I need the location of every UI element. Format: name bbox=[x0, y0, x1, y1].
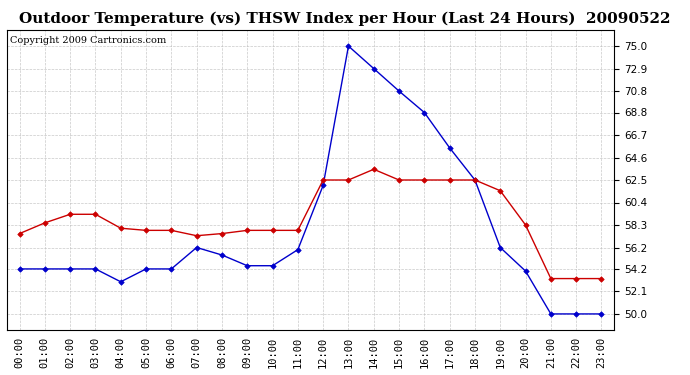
Text: Copyright 2009 Cartronics.com: Copyright 2009 Cartronics.com bbox=[10, 36, 166, 45]
Text: Outdoor Temperature (vs) THSW Index per Hour (Last 24 Hours)  20090522: Outdoor Temperature (vs) THSW Index per … bbox=[19, 11, 671, 26]
